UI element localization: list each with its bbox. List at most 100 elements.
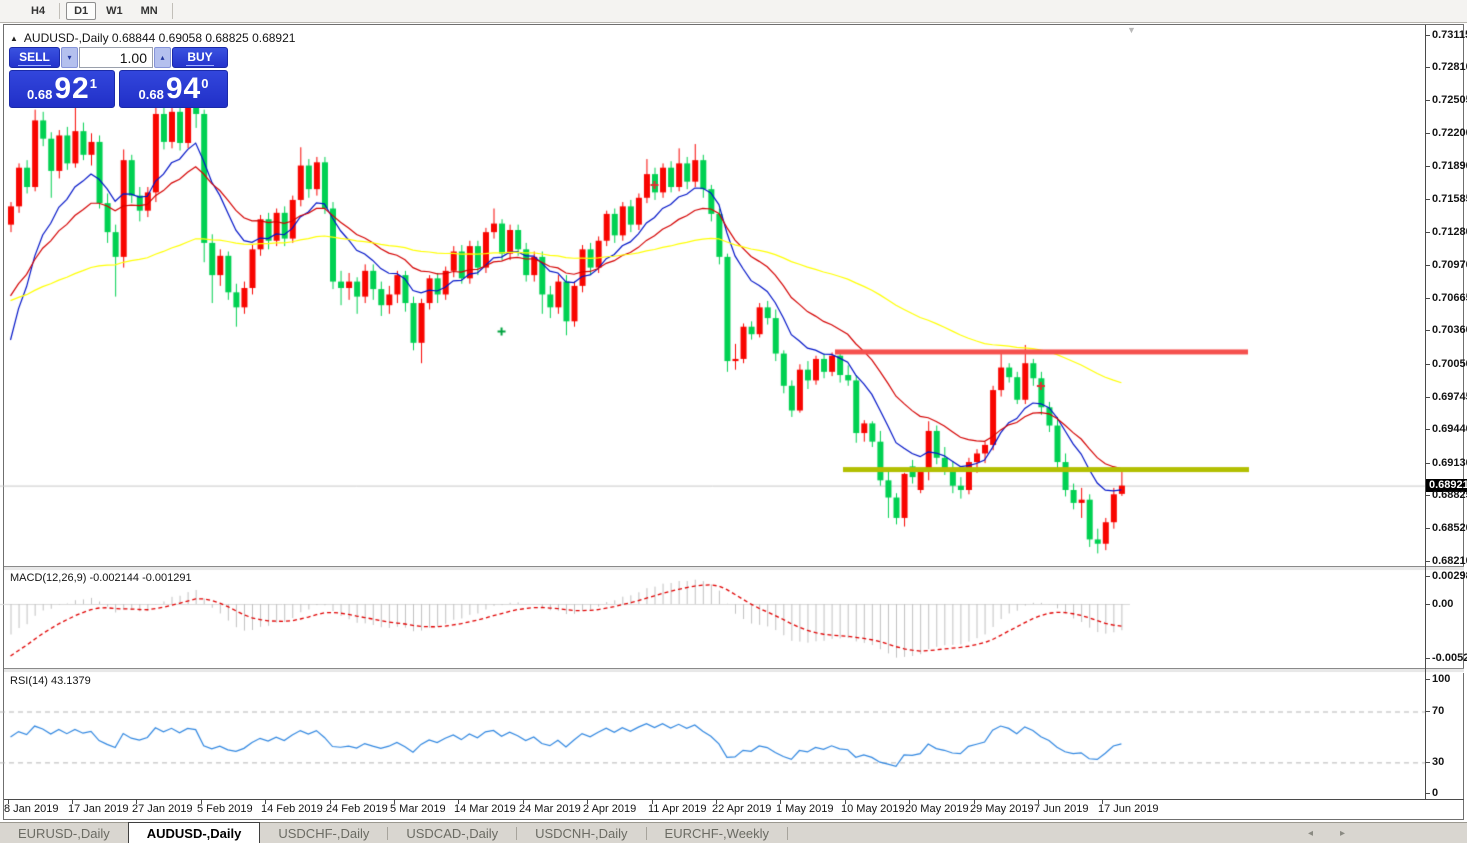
panel-splitter[interactable] <box>4 566 1464 571</box>
time-tick-mark <box>523 800 524 804</box>
time-tick-label: 8 Jan 2019 <box>4 803 59 815</box>
axis-tick-mark <box>1425 658 1430 659</box>
time-tick-mark <box>652 800 653 804</box>
volume-input[interactable] <box>79 47 153 68</box>
tab-usdchf-daily[interactable]: USDCHF-,Daily <box>278 826 370 841</box>
axis-tick-label: 0.002984 <box>1432 570 1467 582</box>
buy-price-prefix: 0.68 <box>138 86 164 102</box>
tab-eurusd-daily[interactable]: EURUSD-,Daily <box>18 826 110 841</box>
price-chart-area[interactable] <box>0 27 1425 566</box>
axis-tick-label: -0.005256 <box>1432 652 1467 664</box>
buy-price-button[interactable]: 0.68 94 0 <box>119 70 228 108</box>
chart-shift-marker-icon[interactable]: ▼ <box>1127 25 1136 35</box>
axis-tick-label: 0.72505 <box>1432 94 1467 106</box>
axis-tick-mark <box>1425 762 1430 763</box>
volume-increase-icon[interactable]: ▴ <box>154 47 171 68</box>
tab-scroll-right-icon[interactable]: ▸ <box>1340 828 1346 839</box>
time-tick-mark <box>458 800 459 804</box>
axis-tick-label: 30 <box>1432 756 1445 768</box>
axis-tick-mark <box>1425 364 1430 365</box>
volume-decrease-icon[interactable]: ▾ <box>61 47 78 68</box>
axis-tick-mark <box>1425 711 1430 712</box>
toolbar-separator <box>59 3 61 19</box>
time-tick-mark <box>845 800 846 804</box>
time-tick-mark <box>909 800 910 804</box>
buy-price-pip: 0 <box>201 75 209 91</box>
axis-tick-mark <box>1425 265 1430 266</box>
axis-tick-mark <box>1425 330 1430 331</box>
time-tick-label: 1 May 2019 <box>776 803 834 815</box>
time-tick-label: 10 May 2019 <box>841 803 905 815</box>
axis-tick-mark <box>1425 463 1430 464</box>
time-tick-label: 14 Mar 2019 <box>454 803 516 815</box>
axis-tick-mark <box>1425 67 1430 68</box>
sell-price-big: 92 <box>54 72 90 105</box>
time-tick-label: 20 May 2019 <box>905 803 969 815</box>
tab-usdcad-daily[interactable]: USDCAD-,Daily <box>406 826 499 841</box>
timeframe-h4-button[interactable]: H4 <box>31 5 46 17</box>
tab-scroll-left-icon[interactable]: ◂ <box>1308 828 1314 839</box>
time-tick-label: 5 Feb 2019 <box>197 803 253 815</box>
sell-price-pip: 1 <box>89 75 97 91</box>
time-tick-mark <box>136 800 137 804</box>
axis-tick-mark <box>1425 576 1430 577</box>
axis-tick-mark <box>1425 199 1430 200</box>
panel-splitter[interactable] <box>4 668 1464 673</box>
time-tick-label: 27 Jan 2019 <box>132 803 193 815</box>
time-tick-mark <box>716 800 717 804</box>
time-tick-mark <box>330 800 331 804</box>
time-tick-label: 29 May 2019 <box>970 803 1034 815</box>
buy-button[interactable]: BUY <box>172 47 228 68</box>
tab-audusd-daily[interactable]: AUDUSD-,Daily <box>127 822 261 843</box>
tab-separator <box>387 827 389 840</box>
time-tick-mark <box>265 800 266 804</box>
tab-eurchf-weekly[interactable]: EURCHF-,Weekly <box>664 826 770 841</box>
time-tick-mark <box>1038 800 1039 804</box>
time-tick-label: 24 Feb 2019 <box>326 803 388 815</box>
time-tick-mark <box>587 800 588 804</box>
axis-tick-label: 100 <box>1432 673 1451 685</box>
time-tick-mark <box>394 800 395 804</box>
time-tick-label: 22 Apr 2019 <box>712 803 772 815</box>
axis-tick-mark <box>1425 679 1430 680</box>
rsi-indicator-area[interactable] <box>0 672 1425 798</box>
timeframe-w1-button[interactable]: W1 <box>106 5 123 17</box>
timeframe-mn-button[interactable]: MN <box>140 5 158 17</box>
axis-tick-label: 0.00 <box>1432 598 1454 610</box>
sell-price-button[interactable]: 0.68 92 1 <box>9 70 115 108</box>
chart-title: ▲ AUDUSD-,Daily 0.68844 0.69058 0.68825 0… <box>10 31 295 45</box>
time-tick-label: 2 Apr 2019 <box>583 803 637 815</box>
collapse-panel-icon[interactable]: ▲ <box>10 34 18 43</box>
buy-price-big: 94 <box>165 72 202 105</box>
axis-tick-mark <box>1425 35 1430 36</box>
time-tick-label: 5 Mar 2019 <box>390 803 446 815</box>
time-tick-label: 11 Apr 2019 <box>648 803 707 815</box>
time-tick-label: 17 Jan 2019 <box>68 803 129 815</box>
axis-tick-mark <box>1425 495 1430 496</box>
time-tick-mark <box>201 800 202 804</box>
time-tick-label: 7 Jun 2019 <box>1034 803 1089 815</box>
axis-tick-label: 0.71585 <box>1432 193 1467 205</box>
axis-tick-mark <box>1425 528 1430 529</box>
tab-usdcnh-daily[interactable]: USDCNH-,Daily <box>535 826 628 841</box>
axis-tick-mark <box>1425 397 1430 398</box>
rsi-label: RSI(14) 43.1379 <box>10 675 91 687</box>
timeframe-toolbar: H4 D1 W1 MN <box>0 0 1467 23</box>
time-tick-label: 17 Jun 2019 <box>1098 803 1159 815</box>
sell-button[interactable]: SELL <box>9 47 60 68</box>
time-tick-mark <box>8 800 9 804</box>
macd-indicator-area[interactable] <box>0 570 1425 668</box>
time-tick-label: 14 Feb 2019 <box>261 803 323 815</box>
axis-tick-mark <box>1425 100 1430 101</box>
timeframe-d1-button[interactable]: D1 <box>66 2 97 20</box>
axis-tick-mark <box>1425 604 1430 605</box>
time-tick-mark <box>780 800 781 804</box>
axis-tick-label: 70 <box>1432 705 1445 717</box>
sell-price-prefix: 0.68 <box>27 86 53 102</box>
